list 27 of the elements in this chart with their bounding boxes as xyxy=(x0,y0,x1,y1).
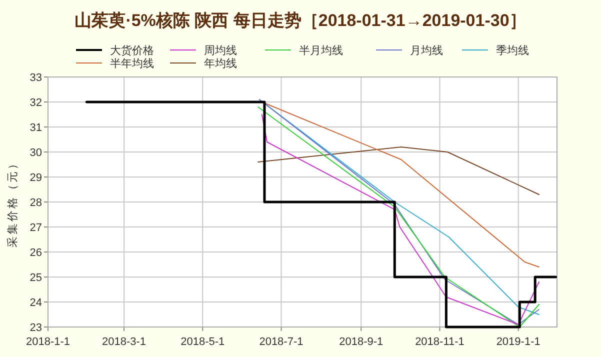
y-axis-title: 采集价格（元） xyxy=(6,156,19,248)
y-tick-label: 32 xyxy=(30,97,42,109)
y-tick-label: 28 xyxy=(30,197,42,209)
y-tick-label: 30 xyxy=(30,147,42,159)
y-tick-label: 24 xyxy=(30,297,42,309)
y-tick-label: 33 xyxy=(30,72,42,84)
y-tick-label: 31 xyxy=(30,122,42,134)
y-tick-label: 26 xyxy=(30,247,42,259)
chart-title: 山茱萸·5%核陈 陕西 每日走势［2018-01-31→2019-01-30］ xyxy=(74,11,526,30)
legend-label: 月均线 xyxy=(410,44,443,57)
y-tick-label: 27 xyxy=(30,222,42,234)
x-tick-label: 2018-5-1 xyxy=(180,336,225,348)
legend-label: 半年均线 xyxy=(110,57,154,70)
x-tick-label: 2018-7-1 xyxy=(259,336,304,348)
x-tick-label: 2018-1-1 xyxy=(26,336,70,348)
y-tick-label: 23 xyxy=(30,322,42,334)
x-tick-label: 2018-3-1 xyxy=(102,336,146,348)
legend-label: 季均线 xyxy=(496,44,529,57)
legend-label: 年均线 xyxy=(204,57,237,70)
legend-label: 半月均线 xyxy=(299,44,343,57)
y-tick-label: 29 xyxy=(30,172,42,184)
legend-label: 周均线 xyxy=(204,44,237,57)
x-tick-label: 2018-9-1 xyxy=(339,336,384,348)
y-tick-label: 25 xyxy=(30,272,42,284)
legend-label: 大货价格 xyxy=(110,44,154,57)
x-tick-label: 2019-1-1 xyxy=(496,336,540,348)
x-tick-label: 2018-11-1 xyxy=(415,336,464,348)
